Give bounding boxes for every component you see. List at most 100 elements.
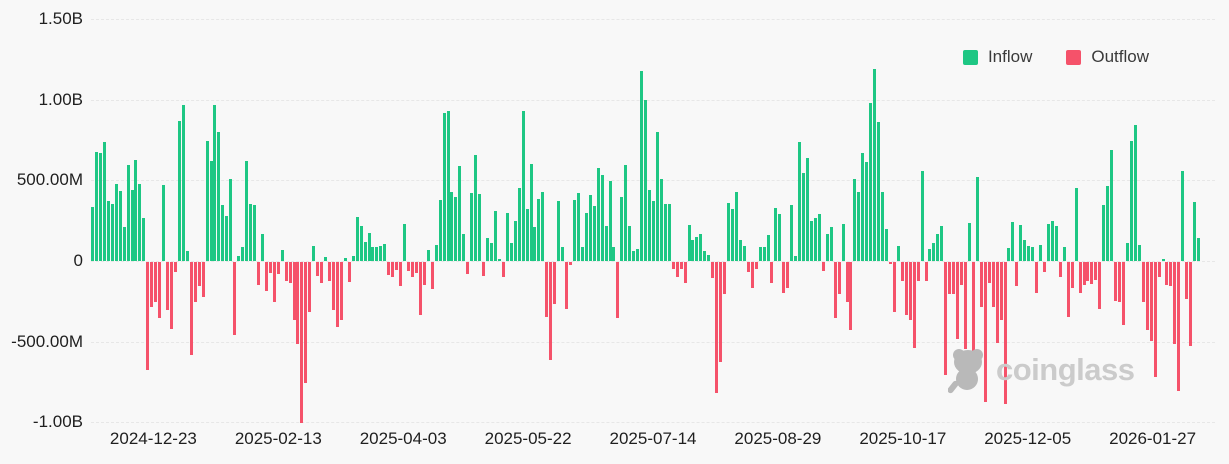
bar-inflow[interactable] <box>1181 170 1185 261</box>
bar-outflow[interactable] <box>987 262 991 283</box>
bar-outflow[interactable] <box>173 262 177 272</box>
bar-outflow[interactable] <box>616 262 620 318</box>
bar-inflow[interactable] <box>632 250 636 261</box>
bar-outflow[interactable] <box>545 262 549 317</box>
bar-inflow[interactable] <box>762 247 766 261</box>
bar-inflow[interactable] <box>612 246 616 261</box>
bar-outflow[interactable] <box>422 262 426 285</box>
bar-outflow[interactable] <box>995 262 999 343</box>
bar-inflow[interactable] <box>869 102 873 261</box>
bar-inflow[interactable] <box>790 205 794 261</box>
bar-inflow[interactable] <box>221 204 225 261</box>
bar-inflow[interactable] <box>95 152 98 261</box>
bar-inflow[interactable] <box>130 190 134 261</box>
bar-inflow[interactable] <box>758 246 762 261</box>
bar-outflow[interactable] <box>300 262 304 424</box>
bar-inflow[interactable] <box>1193 202 1196 261</box>
bar-outflow[interactable] <box>268 262 272 273</box>
bar-inflow[interactable] <box>134 160 138 261</box>
bar-outflow[interactable] <box>821 262 825 271</box>
bar-inflow[interactable] <box>588 194 592 261</box>
bar-inflow[interactable] <box>881 191 884 261</box>
bar-inflow[interactable] <box>355 217 359 261</box>
bar-outflow[interactable] <box>414 262 418 274</box>
bar-inflow[interactable] <box>1031 247 1035 261</box>
bar-outflow[interactable] <box>715 262 719 393</box>
bar-inflow[interactable] <box>620 196 624 261</box>
bar-inflow[interactable] <box>825 233 829 261</box>
bar-outflow[interactable] <box>1114 262 1118 301</box>
bar-outflow[interactable] <box>675 262 679 277</box>
bar-inflow[interactable] <box>249 203 252 261</box>
bar-inflow[interactable] <box>462 234 466 261</box>
bar-inflow[interactable] <box>1102 204 1106 261</box>
bar-outflow[interactable] <box>1015 262 1019 287</box>
bar-inflow[interactable] <box>687 224 691 261</box>
bar-outflow[interactable] <box>1090 262 1094 284</box>
bar-outflow[interactable] <box>956 262 960 340</box>
bar-outflow[interactable] <box>430 262 434 290</box>
bar-inflow[interactable] <box>932 243 936 261</box>
bar-inflow[interactable] <box>237 256 241 261</box>
bar-inflow[interactable] <box>608 181 612 261</box>
bar-inflow[interactable] <box>324 257 328 261</box>
bar-inflow[interactable] <box>102 142 106 261</box>
bar-inflow[interactable] <box>1046 223 1050 261</box>
bar-outflow[interactable] <box>308 262 312 312</box>
bar-outflow[interactable] <box>999 262 1003 321</box>
bar-inflow[interactable] <box>126 165 130 261</box>
bar-inflow[interactable] <box>450 191 454 261</box>
bar-outflow[interactable] <box>683 262 687 283</box>
bar-inflow[interactable] <box>572 199 576 261</box>
bar-outflow[interactable] <box>391 262 395 278</box>
bar-inflow[interactable] <box>403 223 407 261</box>
bar-outflow[interactable] <box>916 262 920 282</box>
bar-outflow[interactable] <box>782 262 786 293</box>
bar-outflow[interactable] <box>501 262 505 278</box>
bar-inflow[interactable] <box>640 70 644 261</box>
bar-outflow[interactable] <box>983 262 987 403</box>
bar-inflow[interactable] <box>363 241 367 261</box>
bar-outflow[interactable] <box>170 262 173 329</box>
bar-inflow[interactable] <box>742 245 746 261</box>
bar-outflow[interactable] <box>1122 262 1125 325</box>
bar-inflow[interactable] <box>928 248 932 261</box>
bar-inflow[interactable] <box>379 245 383 261</box>
bar-inflow[interactable] <box>699 234 703 261</box>
bar-outflow[interactable] <box>964 262 967 350</box>
bar-inflow[interactable] <box>162 185 166 261</box>
bar-inflow[interactable] <box>1161 258 1165 261</box>
bar-outflow[interactable] <box>892 262 896 312</box>
bar-outflow[interactable] <box>979 262 983 308</box>
bar-inflow[interactable] <box>802 173 805 261</box>
bar-outflow[interactable] <box>948 262 952 295</box>
bar-inflow[interactable] <box>663 203 667 261</box>
bar-inflow[interactable] <box>1011 222 1015 261</box>
bar-inflow[interactable] <box>877 122 881 261</box>
bar-inflow[interactable] <box>513 220 517 261</box>
bar-inflow[interactable] <box>1110 149 1114 261</box>
bar-outflow[interactable] <box>276 262 280 275</box>
bar-outflow[interactable] <box>1003 262 1007 404</box>
bar-outflow[interactable] <box>679 262 683 270</box>
bar-outflow[interactable] <box>711 262 715 279</box>
bar-outflow[interactable] <box>1153 262 1157 377</box>
bar-inflow[interactable] <box>920 170 924 261</box>
bar-inflow[interactable] <box>229 178 233 261</box>
bar-inflow[interactable] <box>185 251 189 261</box>
bar-inflow[interactable] <box>458 165 462 261</box>
bar-inflow[interactable] <box>434 244 438 261</box>
bar-inflow[interactable] <box>853 178 857 261</box>
bar-inflow[interactable] <box>628 226 632 261</box>
bar-inflow[interactable] <box>359 226 363 261</box>
bar-outflow[interactable] <box>166 262 170 311</box>
bar-inflow[interactable] <box>600 174 604 261</box>
bar-outflow[interactable] <box>1078 262 1082 293</box>
bar-inflow[interactable] <box>497 259 501 261</box>
legend-item-outflow[interactable]: Outflow <box>1066 47 1149 67</box>
bar-inflow[interactable] <box>1039 244 1042 261</box>
bar-inflow[interactable] <box>225 215 229 261</box>
bar-inflow[interactable] <box>537 198 541 261</box>
bar-inflow[interactable] <box>817 214 821 261</box>
bar-outflow[interactable] <box>256 262 260 285</box>
